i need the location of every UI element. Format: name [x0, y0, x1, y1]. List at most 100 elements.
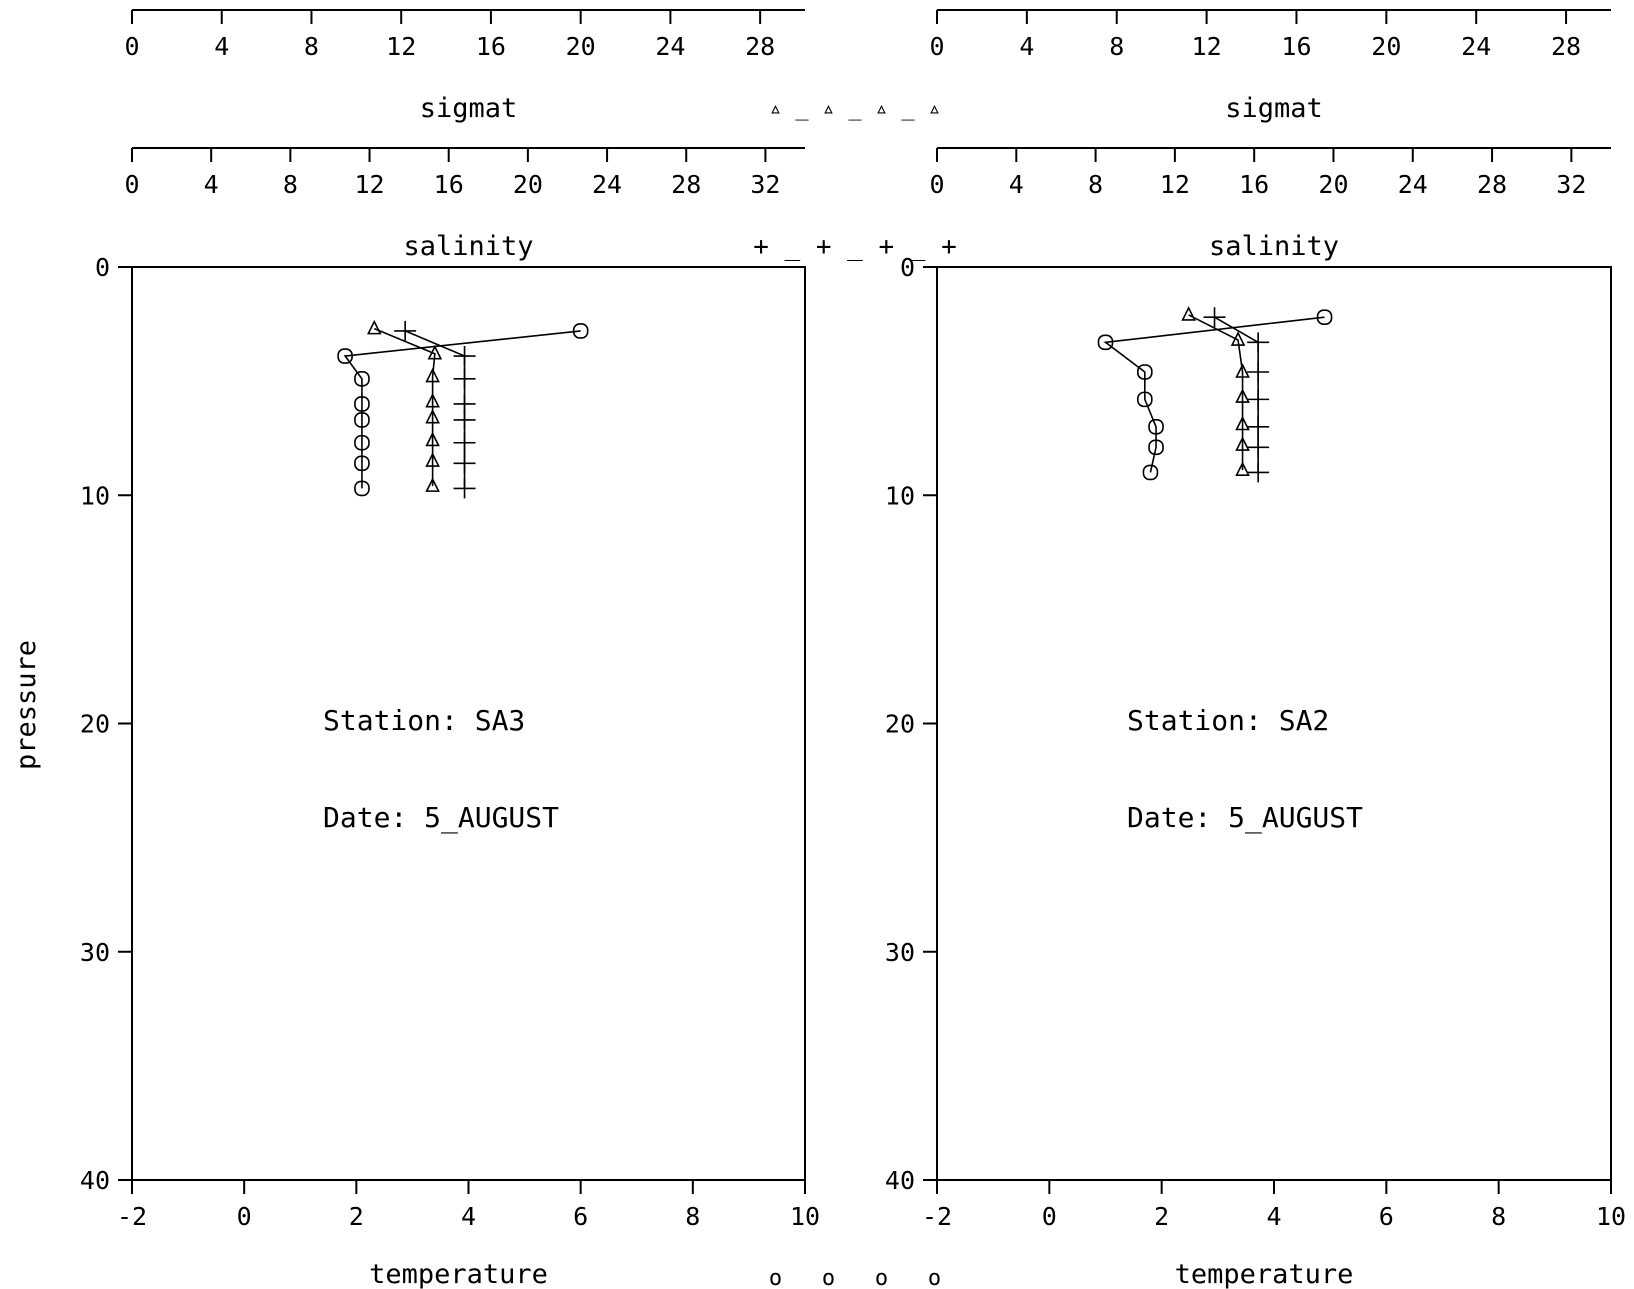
salinity-point	[453, 478, 476, 499]
temperature-tick-label: 6	[1379, 1202, 1394, 1231]
sigmat-point	[425, 408, 440, 424]
salinity-point	[1247, 416, 1270, 437]
temperature-tick-label: 0	[1042, 1202, 1057, 1231]
temperature-tick-label: 4	[1266, 1202, 1281, 1231]
salinity-point	[1247, 361, 1270, 382]
temperature-point	[354, 396, 370, 412]
salinity-tick-label: 24	[1398, 170, 1428, 199]
temperature-point	[1148, 439, 1164, 456]
sigmat-axis-title: sigmat	[1225, 93, 1323, 124]
salinity-tick-label: 0	[124, 170, 139, 199]
sigmat-point	[425, 431, 440, 447]
sigmat-tick-label: 28	[1551, 32, 1581, 61]
temperature-point	[354, 480, 370, 497]
salinity-axis-title: salinity	[1209, 231, 1339, 262]
temperature-point	[354, 371, 370, 387]
temperature-point	[354, 412, 370, 428]
temperature-tick-label: 8	[1491, 1202, 1506, 1231]
temperature-tick-label: 8	[685, 1202, 700, 1231]
salinity-tick-label: 4	[1009, 170, 1024, 199]
salinity-point	[453, 453, 476, 474]
sigmat-point	[366, 319, 382, 335]
station-label: Station: SA3	[323, 704, 525, 737]
salinity-tick-label: 24	[592, 170, 622, 199]
pressure-tick-label: 30	[80, 938, 110, 967]
salinity-tick-label: 8	[283, 170, 298, 199]
temperature-point	[1137, 364, 1153, 380]
temperature-point	[1148, 418, 1164, 435]
salinity-tick-label: 0	[929, 170, 944, 199]
salinity-tick-label: 32	[750, 170, 780, 199]
salinity-point	[453, 432, 476, 453]
temperature-profile-line	[1103, 316, 1325, 473]
salinity-tick-label: 28	[671, 170, 701, 199]
legend: ▵ _ ▵ _ ▵ _ ▵ + _ + _ + _ + o _ o _ o _ …	[753, 96, 957, 1289]
temperature-axis-title: temperature	[369, 1259, 548, 1289]
temperature-point	[337, 348, 353, 364]
sigmat-point	[1181, 306, 1196, 321]
pressure-tick-label: 0	[95, 253, 110, 282]
panel-station-sa2: Station: SA2 Date: 5_AUGUST 0 4 8 12 16 20 24 2…	[885, 9, 1626, 1289]
sigmat-point	[1235, 388, 1250, 403]
temperature-point	[1142, 464, 1159, 481]
sigmat-tick-label: 0	[124, 32, 139, 61]
sigmat-tick-label: 12	[1192, 32, 1222, 61]
legend-salinity-text: + _ + _ + _ +	[753, 232, 957, 262]
pressure-tick-label: 40	[80, 1166, 110, 1195]
temperature-tick-label: 10	[1596, 1202, 1626, 1231]
salinity-point	[1247, 462, 1270, 483]
salinity-tick-label: 16	[1239, 170, 1269, 199]
salinity-point	[1247, 437, 1270, 458]
salinity-tick-label: 16	[434, 170, 464, 199]
sigmat-point	[425, 452, 440, 467]
temperature-axis-title: temperature	[1175, 1259, 1354, 1289]
pressure-tick-label: 20	[885, 710, 915, 739]
pressure-tick-label: 40	[885, 1166, 915, 1195]
sigmat-point	[425, 477, 440, 492]
sigmat-point	[425, 367, 440, 383]
salinity-point	[1247, 332, 1270, 353]
temperature-tick-label: -2	[922, 1202, 952, 1231]
temperature-point	[354, 434, 370, 451]
y-axis-title: pressure	[11, 640, 42, 770]
temperature-point	[572, 323, 589, 339]
pressure-tick-label: 0	[900, 253, 915, 282]
pressure-tick-label: 10	[80, 481, 110, 510]
salinity-tick-label: 12	[1160, 170, 1190, 199]
temperature-tick-label: 2	[349, 1202, 364, 1231]
sigmat-tick-label: 28	[745, 32, 775, 61]
legend-salinity: + _ + _ + _ +	[753, 232, 957, 262]
sigmat-tick-label: 0	[929, 32, 944, 61]
station-label: Station: SA2	[1127, 704, 1329, 737]
panel-station-sa3: pressure Station: SA3 Date: 5_AUGUST 0 4 8…	[11, 9, 820, 1289]
salinity-point	[1203, 307, 1226, 328]
date-label: Date: 5_AUGUST	[1127, 801, 1363, 835]
salinity-tick-label: 28	[1477, 170, 1507, 199]
sigmat-axis-title: sigmat	[420, 93, 518, 124]
sigmat-tick-label: 24	[1461, 32, 1491, 61]
date-label: Date: 5_AUGUST	[323, 801, 559, 835]
temperature-tick-label: 0	[237, 1202, 252, 1231]
salinity-point	[453, 368, 476, 389]
sigmat-tick-label: 16	[1281, 32, 1311, 61]
pressure-tick-label: 20	[80, 710, 110, 739]
sigmat-point	[1235, 461, 1250, 476]
sigmat-tick-label: 4	[214, 32, 229, 61]
sigmat-tick-label: 20	[566, 32, 596, 61]
temperature-point	[1137, 391, 1153, 408]
sigmat-tick-label: 4	[1019, 32, 1034, 61]
temperature-profile-line	[343, 330, 581, 489]
legend-sigmat: ▵ _ ▵ _ ▵ _ ▵	[769, 96, 941, 121]
salinity-tick-label: 20	[1318, 170, 1348, 199]
sigmat-point	[1230, 331, 1246, 346]
legend-temperature-text: o _ o _ o _ o	[769, 1266, 941, 1289]
temperature-point	[354, 455, 370, 472]
sigmat-point	[1235, 436, 1250, 451]
legend-temperature: o _ o _ o _ o	[769, 1266, 941, 1289]
sigmat-tick-label: 8	[304, 32, 319, 61]
legend-sigmat-text: ▵ _ ▵ _ ▵ _ ▵	[769, 96, 941, 121]
temperature-point	[1097, 334, 1114, 351]
salinity-tick-label: 32	[1556, 170, 1586, 199]
sigmat-tick-label: 16	[476, 32, 506, 61]
